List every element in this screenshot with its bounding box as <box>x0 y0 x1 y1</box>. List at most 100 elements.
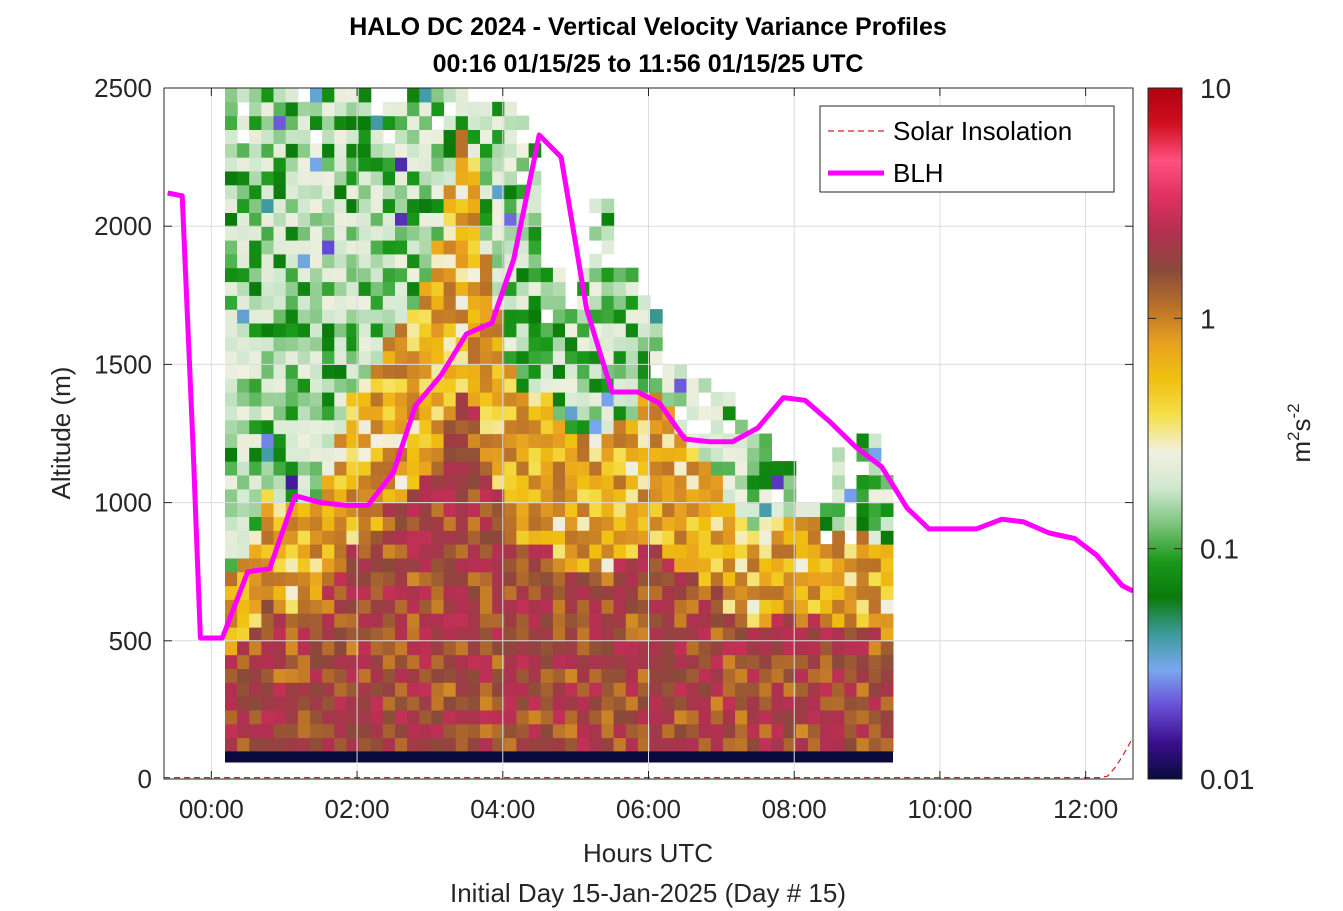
heatmap-cell <box>480 585 493 600</box>
heatmap-cell <box>322 461 335 476</box>
heatmap-cell <box>358 170 372 186</box>
heatmap-cell <box>650 516 663 531</box>
heatmap-cell <box>261 309 275 324</box>
heatmap-cell <box>273 613 287 628</box>
heatmap-cell <box>322 392 335 407</box>
heatmap-cell <box>237 709 250 725</box>
heatmap-cell <box>322 709 335 725</box>
heatmap-cell <box>310 461 323 476</box>
heatmap-cell <box>370 378 384 393</box>
heatmap-cell <box>480 295 493 310</box>
heatmap-cell <box>747 433 760 448</box>
heatmap-cell <box>540 557 554 573</box>
heatmap-cell <box>467 627 481 642</box>
heatmap-cell <box>516 157 530 172</box>
heatmap-cell <box>310 557 323 573</box>
heatmap-cell <box>552 378 566 393</box>
heatmap-cell <box>601 295 615 310</box>
heatmap-cell <box>674 737 687 752</box>
heatmap-cell <box>346 295 360 310</box>
heatmap-cell <box>662 364 675 379</box>
heatmap-cell <box>686 502 700 517</box>
heatmap-cell <box>601 447 615 462</box>
heatmap-cell <box>747 696 760 711</box>
heatmap-cell <box>637 571 651 587</box>
heatmap-cell <box>443 475 457 490</box>
heatmap-cell <box>492 488 505 504</box>
heatmap-cell <box>370 709 384 725</box>
heatmap-cell <box>285 157 299 172</box>
heatmap-cell <box>577 322 590 338</box>
heatmap-cell <box>407 281 420 296</box>
heatmap-cell <box>747 627 760 642</box>
heatmap-cell <box>674 447 687 462</box>
heatmap-cell <box>565 557 578 573</box>
heatmap-cell <box>674 654 687 669</box>
heatmap-cell <box>480 613 493 628</box>
heatmap-cell <box>613 571 627 587</box>
heatmap-cell <box>346 654 360 669</box>
heatmap-cell <box>832 544 845 559</box>
heatmap-cell <box>346 309 360 324</box>
heatmap-cell <box>674 557 687 573</box>
heatmap-cell <box>492 696 505 711</box>
heatmap-cell <box>771 502 785 517</box>
heatmap-cell <box>237 350 250 365</box>
heatmap-cell <box>650 737 663 752</box>
x-tick-label: 08:00 <box>762 794 827 824</box>
heatmap-cell <box>395 571 408 587</box>
heatmap-cell <box>613 709 627 725</box>
heatmap-cell <box>637 599 651 614</box>
heatmap-cell <box>710 599 724 614</box>
heatmap-cell <box>552 723 566 739</box>
heatmap-cell <box>856 516 870 531</box>
heatmap-cell <box>625 654 639 669</box>
heatmap-cell <box>759 447 772 462</box>
heatmap-cell <box>795 571 809 587</box>
heatmap-cell <box>358 198 372 213</box>
heatmap-cell <box>322 378 335 393</box>
heatmap-cell <box>516 433 530 448</box>
heatmap-cell <box>261 198 275 213</box>
heatmap-cell <box>516 627 530 642</box>
heatmap-cell <box>735 502 748 517</box>
heatmap-cell <box>540 640 554 656</box>
heatmap-cell <box>467 544 481 559</box>
heatmap-cell <box>419 571 432 587</box>
heatmap-cell <box>783 475 797 490</box>
heatmap-cell <box>310 516 323 531</box>
heatmap-cell <box>504 212 517 227</box>
heatmap-cell <box>504 723 517 739</box>
heatmap-cell <box>370 502 384 517</box>
heatmap-cell <box>565 709 578 725</box>
heatmap-cell <box>613 599 627 614</box>
heatmap-cell <box>358 350 372 365</box>
heatmap-cell <box>395 516 408 531</box>
heatmap-cell <box>261 350 275 365</box>
heatmap-cell <box>492 640 505 656</box>
heatmap-cell <box>650 599 663 614</box>
heatmap-cell <box>722 392 736 407</box>
heatmap-cell <box>261 295 275 310</box>
heatmap-cell <box>455 309 469 324</box>
heatmap-cell <box>516 405 530 421</box>
heatmap-cell <box>382 488 396 504</box>
heatmap-cell <box>613 682 627 697</box>
heatmap-cell <box>759 557 772 573</box>
heatmap-cell <box>674 516 687 531</box>
heatmap-cell <box>880 502 894 517</box>
heatmap-cell <box>589 709 602 725</box>
heatmap-cell <box>419 157 432 172</box>
heatmap-cell <box>710 571 724 587</box>
heatmap-cell <box>358 88 372 103</box>
heatmap-cell <box>431 544 445 559</box>
heatmap-cell <box>237 723 250 739</box>
y-tick-label: 500 <box>109 626 152 656</box>
heatmap-cell <box>710 475 724 490</box>
heatmap-cell <box>540 295 554 310</box>
heatmap-cell <box>783 530 797 545</box>
heatmap-cell <box>722 654 736 669</box>
heatmap-cell <box>322 115 335 130</box>
heatmap-cell <box>395 115 408 130</box>
heatmap-cell <box>370 281 384 296</box>
